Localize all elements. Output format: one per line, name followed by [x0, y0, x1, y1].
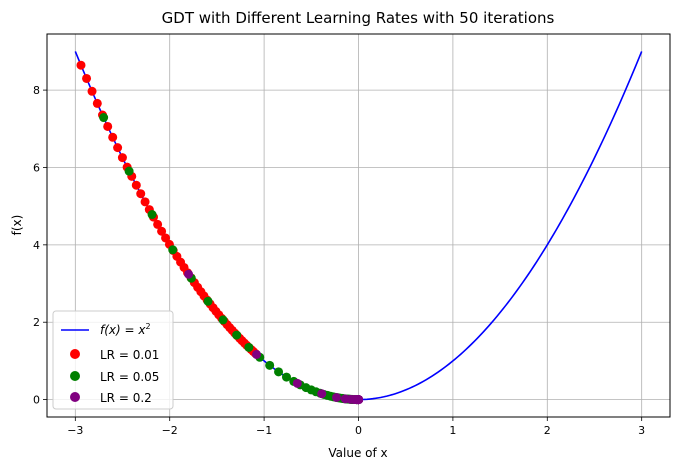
data-point — [244, 342, 254, 352]
axis-ticks: −3 −2 −1 0 1 2 3 0 2 4 6 8 — [33, 84, 645, 437]
y-tick-label: 0 — [33, 394, 40, 407]
chart-title: GDT with Different Learning Rates with 5… — [162, 9, 555, 27]
y-tick-label: 6 — [33, 161, 40, 174]
legend-lr-001-marker — [70, 349, 80, 359]
legend-lr-02-marker — [70, 392, 80, 402]
legend-lr-001-label: LR = 0.01 — [100, 348, 159, 362]
data-point — [103, 121, 113, 131]
data-point — [136, 189, 146, 199]
data-point — [332, 392, 342, 402]
x-tick-label: −1 — [256, 424, 272, 437]
data-point — [92, 98, 102, 108]
data-point — [113, 143, 123, 153]
data-point — [108, 132, 118, 142]
x-tick-label: −2 — [162, 424, 178, 437]
data-point — [274, 367, 284, 377]
legend-box — [52, 310, 174, 410]
legend-curve-label-exponent: 2 — [145, 322, 150, 331]
legend-curve-label: f(x) = x2 — [100, 322, 151, 337]
x-tick-label: 1 — [449, 424, 456, 437]
data-point — [76, 60, 86, 70]
y-tick-label: 2 — [33, 316, 40, 329]
legend-lr-005-label: LR = 0.05 — [100, 370, 159, 384]
x-axis-label: Value of x — [328, 446, 387, 460]
legend-lr-005-marker — [70, 371, 80, 381]
legend-curve-label-lhs: f(x) = x — [100, 323, 146, 337]
data-point — [317, 389, 327, 399]
data-point — [168, 245, 178, 255]
data-point — [232, 330, 242, 340]
data-point — [157, 226, 167, 236]
data-point — [87, 86, 97, 96]
y-axis-label: f(x) — [10, 215, 24, 236]
data-point — [252, 349, 262, 359]
legend-lr-02-label: LR = 0.2 — [100, 391, 152, 405]
data-point — [117, 153, 127, 163]
y-tick-label: 4 — [33, 239, 40, 252]
data-point — [153, 219, 163, 229]
x-tick-label: 0 — [355, 424, 362, 437]
x-tick-label: −3 — [67, 424, 83, 437]
data-point — [82, 73, 92, 83]
data-point — [203, 296, 213, 306]
series-lr-0-2 — [184, 269, 363, 405]
data-point — [292, 378, 302, 388]
data-point — [140, 197, 150, 207]
data-point — [131, 180, 141, 190]
data-point — [124, 166, 134, 176]
y-tick-label: 8 — [33, 84, 40, 97]
legend: f(x) = x2 LR = 0.01 LR = 0.05 LR = 0.2 — [52, 310, 174, 410]
x-tick-label: 2 — [544, 424, 551, 437]
data-point — [265, 360, 275, 370]
grid-lines — [47, 34, 670, 417]
data-point — [99, 113, 109, 123]
x-tick-label: 3 — [638, 424, 645, 437]
plot-series — [74, 51, 643, 405]
data-point — [184, 269, 194, 279]
data-point — [218, 315, 228, 325]
data-point — [354, 395, 363, 405]
data-point — [281, 372, 291, 382]
data-point — [147, 210, 157, 220]
